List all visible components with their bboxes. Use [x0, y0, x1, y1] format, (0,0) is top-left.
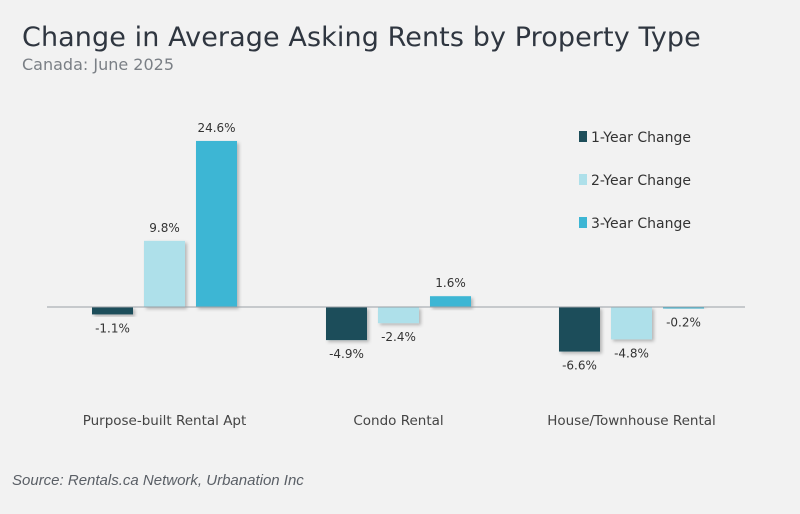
chart-title: Change in Average Asking Rents by Proper…	[22, 22, 701, 53]
chart-subtitle: Canada: June 2025	[22, 55, 175, 74]
value-label-3-3: -0.2%	[666, 316, 701, 330]
legend: 1-Year Change 2-Year Change 3-Year Change	[579, 130, 691, 232]
bar-1-2	[326, 307, 367, 341]
bar-3-2	[430, 296, 471, 307]
value-label-3-2: 1.6%	[435, 276, 466, 290]
value-label-1-3: -6.6%	[562, 359, 597, 373]
bar-2-1	[144, 240, 185, 307]
legend-label-2: 2-Year Change	[591, 173, 691, 189]
legend-swatch-1	[579, 131, 587, 142]
legend-label-1: 1-Year Change	[591, 130, 691, 146]
category-label-3: House/Townhouse Rental	[547, 413, 716, 429]
value-label-2-3: -4.8%	[614, 346, 649, 360]
bar-1-3	[559, 307, 600, 352]
legend-swatch-3	[579, 217, 587, 228]
bar-1-1	[92, 307, 133, 315]
value-label-1-1: -1.1%	[95, 321, 130, 335]
value-label-3-1: 24.6%	[197, 121, 235, 135]
legend-swatch-2	[579, 174, 587, 185]
bar-2-3	[611, 307, 652, 340]
bar-3-1	[196, 140, 237, 307]
value-label-2-1: 9.8%	[149, 221, 180, 235]
legend-label-3: 3-Year Change	[591, 216, 691, 232]
bars-group	[92, 140, 704, 352]
value-labels-group: -1.1% 9.8% 24.6% -4.9% -2.4% 1.6% -6.6% -4.8% -0…	[95, 121, 701, 373]
bar-2-2	[378, 307, 419, 324]
category-labels-group: Purpose-built Rental Apt Condo Rental Hous…	[83, 413, 716, 429]
source-note: Source: Rentals.ca Network, Urbanation I…	[12, 472, 304, 489]
value-label-2-2: -2.4%	[381, 330, 416, 344]
category-label-2: Condo Rental	[353, 413, 443, 429]
value-label-1-2: -4.9%	[329, 347, 364, 361]
bar-3-3	[663, 307, 704, 309]
category-label-1: Purpose-built Rental Apt	[83, 413, 247, 429]
